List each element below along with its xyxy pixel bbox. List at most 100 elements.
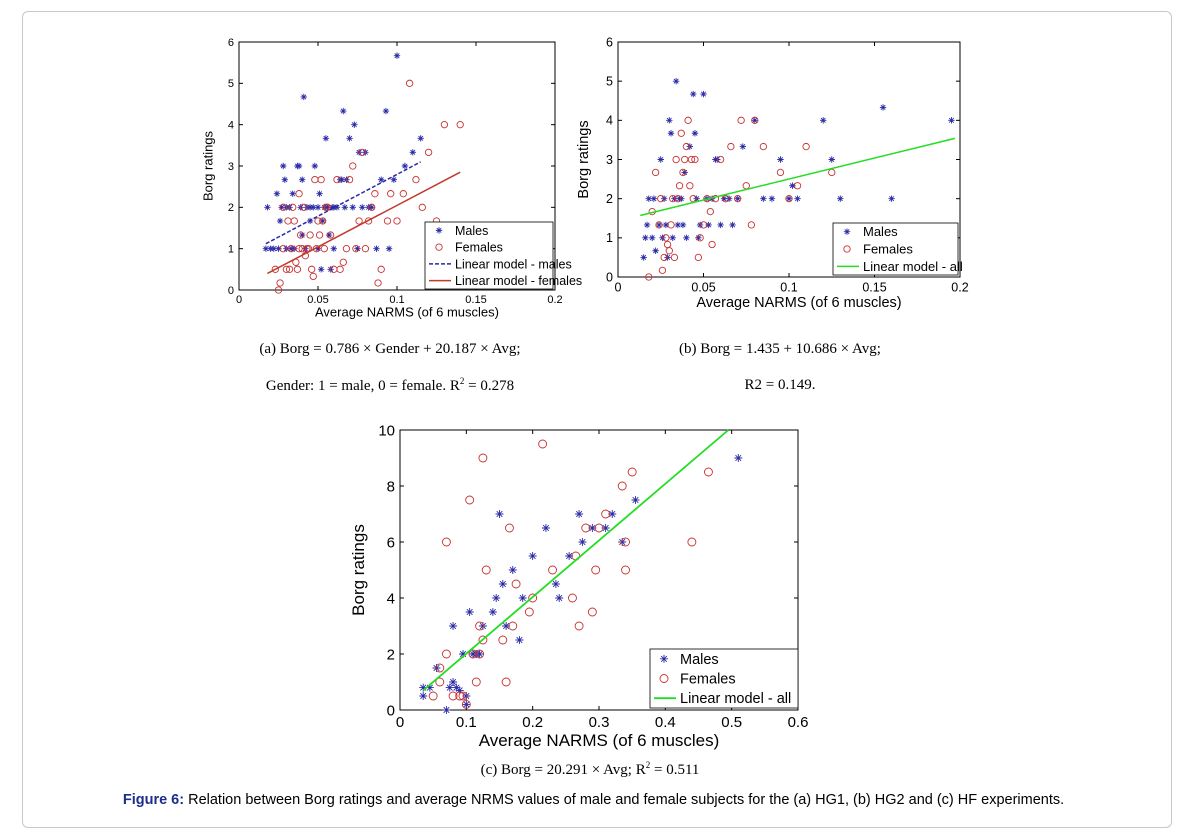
male-point [278,204,285,211]
male-point [449,678,458,686]
legend-label: Linear model - all [863,259,963,274]
male-point [317,266,325,273]
x-axis-label: Average NARMS (of 6 muscles) [315,304,499,319]
male-point [657,156,664,163]
male-point [276,217,284,225]
caption-c: (c) Borg = 20.291 × Avg; R2 = 0.511 [430,760,750,779]
female-point [708,240,716,249]
male-point [417,135,424,142]
male-point [618,538,627,546]
male-point [717,221,724,229]
female-point [694,253,703,262]
y-tick-label: 8 [387,478,395,495]
x-tick-label: 0.4 [655,714,676,731]
female-point [448,691,458,701]
male-point [640,254,647,261]
y-tick-label: 0 [387,702,395,719]
male-point [275,245,282,252]
female-point [679,168,687,177]
x-tick-label: 0.15 [465,294,486,306]
female-point [478,635,488,645]
x-tick-label: 0.6 [788,714,809,731]
female-point [320,245,328,253]
male-point [631,496,640,504]
y-tick-label: 4 [228,120,234,132]
y-tick-label: 4 [387,590,395,607]
male-point [432,664,441,672]
female-point [412,175,420,184]
male-point [679,221,687,229]
female-point [747,221,756,229]
female-point [591,565,601,575]
male-point [555,594,564,602]
female-point [339,258,347,266]
male-point [551,580,560,588]
female-point [675,182,684,190]
y-axis-label: Borg ratings [349,524,368,616]
male-point [578,538,587,546]
y-tick-label: 10 [378,422,395,439]
female-point [296,231,305,239]
female-point [435,677,445,687]
legend-label: Females [680,672,736,688]
female-point [699,221,708,229]
male-point [672,77,680,85]
male-point [325,231,333,239]
female-point [548,565,558,575]
female-point [672,155,680,164]
male-point [734,454,743,462]
female-point [317,175,325,184]
female-point [802,142,810,151]
female-point [538,439,548,449]
male-point [837,195,844,202]
fit-line-linear-model-males [265,161,422,245]
caption-a-line1: (a) Borg = 0.786 × Gender + 20.187 × Avg… [259,341,521,357]
male-point [262,245,270,252]
female-point [498,635,508,645]
male-point [669,234,676,242]
female-point [306,231,314,239]
female-point [658,266,667,274]
female-point [581,523,591,533]
male-point [338,176,345,183]
male-point [608,510,617,518]
male-point [378,176,385,183]
fit-line-linear-model-all [640,137,956,217]
male-point [373,245,380,252]
x-tick-label: 0.05 [307,294,328,306]
male-point [299,231,306,239]
male-point [488,608,497,616]
male-point [319,217,326,225]
female-point [667,221,675,229]
female-point [355,217,363,225]
male-point [330,245,337,252]
x-tick-label: 0.3 [589,714,610,731]
female-point [475,621,485,631]
female-point [345,175,354,184]
female-point [511,579,521,589]
legend-circle-swatch [435,243,443,251]
male-point [828,156,835,163]
caption-a-line2: Gender: 1 = male, 0 = female. R2 = 0.278 [230,376,550,395]
y-tick-label: 2 [606,192,613,206]
female-point [793,182,802,190]
male-point [340,107,347,115]
caption-a-line2-text: Gender: 1 = male, 0 = female. R [265,378,460,394]
female-point [704,467,713,477]
female-point [737,116,745,124]
y-axis-label: Borg ratings [201,130,216,201]
female-point [399,190,407,198]
male-point [502,622,511,630]
female-point [300,203,308,211]
male-point [768,195,776,202]
y-tick-label: 5 [606,75,613,89]
y-tick-label: 1 [606,231,613,245]
male-point [393,52,401,59]
female-point [528,593,538,603]
female-point [686,182,694,190]
male-point [498,580,507,588]
legend-star-swatch [843,228,851,235]
female-point [696,234,704,242]
male-point [322,135,330,142]
female-point [621,565,630,575]
